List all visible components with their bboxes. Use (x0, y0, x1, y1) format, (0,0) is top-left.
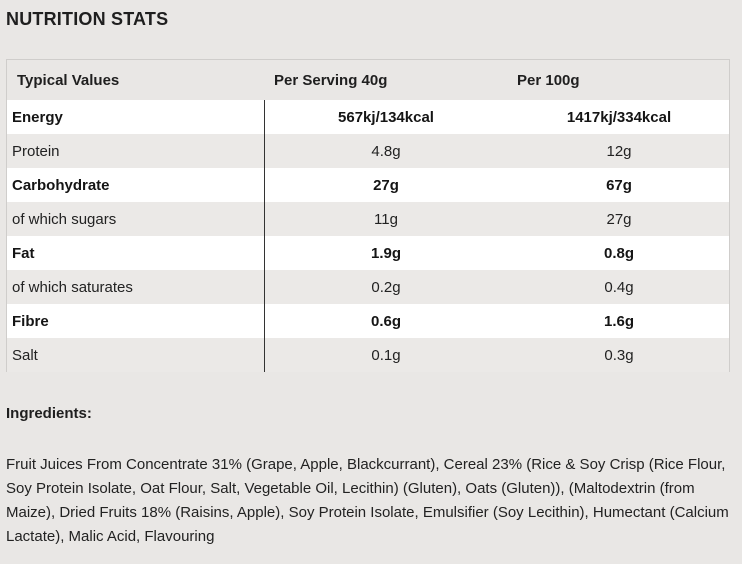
ingredients-text: Fruit Juices From Concentrate 31% (Grape… (6, 456, 729, 545)
table-row: Energy 567kj/134kcal 1417kj/334kcal (7, 100, 729, 134)
row-label: Energy (12, 109, 63, 126)
row-per-serving: 567kj/134kcal (338, 109, 434, 126)
header-typical-values: Typical Values (17, 72, 120, 89)
row-per-serving: 11g (374, 211, 398, 228)
row-label: Protein (12, 143, 60, 160)
row-per-100g: 0.4g (604, 279, 634, 296)
row-per-100g: 1.6g (603, 313, 635, 330)
ingredients-heading: Ingredients: (6, 405, 92, 422)
nutrition-table: Typical Values Per Serving 40g Per 100g … (6, 59, 730, 372)
table-row: Salt 0.1g 0.3g (7, 338, 729, 372)
table-row: Carbohydrate 27g 67g (7, 168, 729, 202)
row-per-100g: 67g (606, 177, 632, 194)
row-per-serving: 0.6g (370, 313, 402, 330)
row-per-serving: 4.8g (371, 143, 401, 160)
table-row: of which saturates 0.2g 0.4g (7, 270, 729, 304)
row-per-serving: 0.1g (371, 347, 401, 364)
row-label: Fibre (12, 313, 49, 330)
row-per-100g: 12g (606, 143, 632, 160)
row-label: Carbohydrate (12, 177, 110, 194)
row-label: of which saturates (12, 279, 133, 296)
row-per-serving: 0.2g (371, 279, 401, 296)
header-per-serving: Per Serving 40g (274, 72, 388, 89)
row-label: of which sugars (12, 211, 117, 228)
table-row: Fibre 0.6g 1.6g (7, 304, 729, 338)
table-header: Typical Values Per Serving 40g Per 100g (7, 60, 729, 100)
table-row: Fat 1.9g 0.8g (7, 236, 729, 270)
row-label: Fat (12, 245, 35, 262)
table-row: of which sugars 11g 27g (7, 202, 729, 236)
row-per-serving: 27g (373, 177, 399, 194)
row-per-100g: 0.8g (603, 245, 635, 262)
section-title: NUTRITION STATS (6, 9, 169, 29)
table-row: Protein 4.8g 12g (7, 134, 729, 168)
row-per-serving: 1.9g (370, 245, 402, 262)
column-divider (264, 100, 265, 372)
row-per-100g: 1417kj/334kcal (566, 109, 672, 126)
row-per-100g: 27g (606, 211, 632, 228)
header-per-100g: Per 100g (517, 72, 580, 89)
row-label: Salt (12, 347, 38, 364)
row-per-100g: 0.3g (604, 347, 634, 364)
